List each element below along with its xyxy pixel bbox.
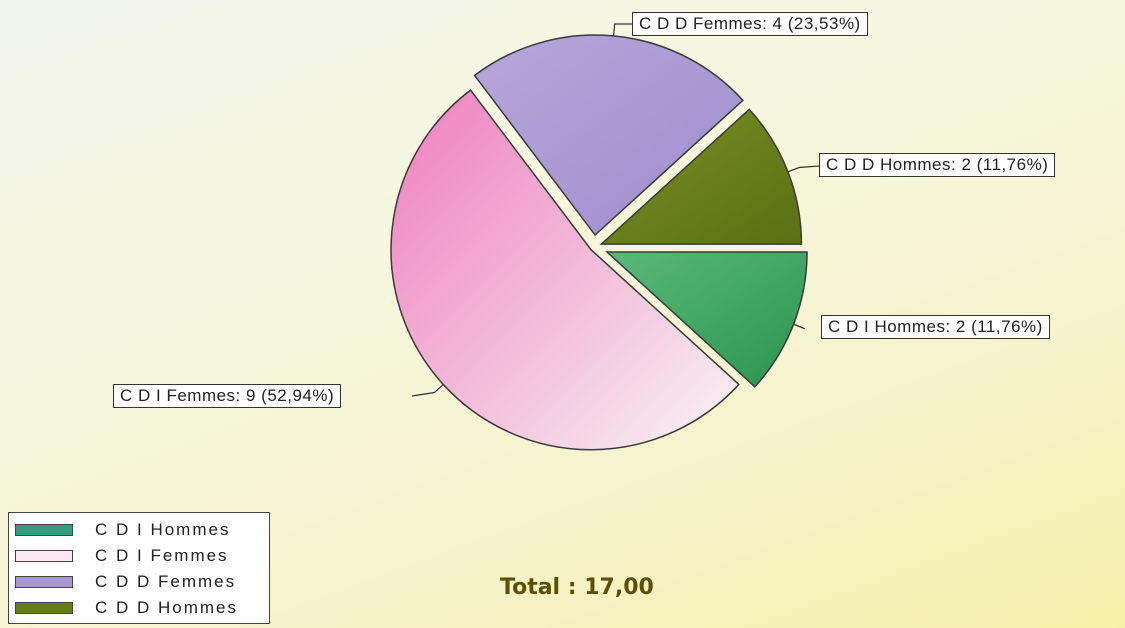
total-label: Total : 17,00 — [500, 575, 654, 600]
leader-cdi-femmes — [411, 383, 444, 397]
leader-cdd-hommes — [787, 165, 820, 173]
callout-cdd-hommes: C D D Hommes: 2 (11,76%) — [819, 153, 1056, 177]
legend-swatch — [15, 550, 73, 562]
legend-swatch — [15, 576, 73, 588]
legend-label: C D I Femmes — [95, 546, 229, 565]
slice-cdi-hommes — [605, 251, 808, 388]
callout-cdi-femmes: C D I Femmes: 9 (52,94%) — [113, 384, 342, 408]
callout-cdd-femmes: C D D Femmes: 4 (23,53%) — [632, 12, 868, 36]
leader-cdi-hommes — [793, 323, 805, 330]
legend-swatch — [15, 524, 73, 536]
legend-label: C D I Hommes — [95, 520, 231, 539]
callout-cdi-hommes: C D I Hommes: 2 (11,76%) — [821, 315, 1050, 339]
legend-item-cdd-hommes: C D D Hommes — [15, 595, 263, 621]
legend-label: C D D Hommes — [95, 598, 239, 617]
legend-item-cdi-femmes: C D I Femmes — [15, 543, 263, 569]
slice-cdi-femmes — [390, 89, 740, 451]
legend-item-cdd-femmes: C D D Femmes — [15, 569, 263, 595]
legend: C D I Hommes C D I Femmes C D D Femmes C… — [8, 512, 270, 624]
leader-cdd-femmes — [612, 23, 633, 36]
legend-item-cdi-hommes: C D I Hommes — [15, 517, 263, 543]
slice-cdd-hommes — [599, 108, 803, 245]
legend-label: C D D Femmes — [95, 572, 237, 591]
legend-swatch — [15, 602, 73, 614]
